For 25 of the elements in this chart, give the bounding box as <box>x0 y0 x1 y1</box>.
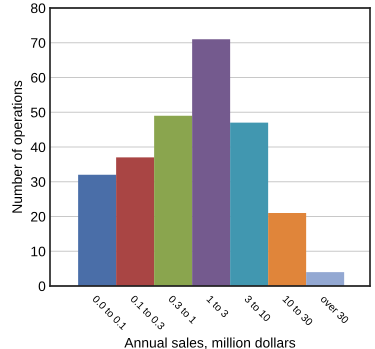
y-tick-label: 70 <box>31 38 46 48</box>
y-tick-label: 10 <box>31 246 46 256</box>
y-tick-label: 0 <box>38 281 46 292</box>
bar <box>230 122 268 286</box>
bar <box>78 174 116 286</box>
x-tick-label: 0.1 to 0.3 <box>130 294 166 330</box>
bar <box>268 213 306 286</box>
y-tick-label: 60 <box>31 72 46 83</box>
x-tick-label: 0.3 to 1 <box>168 294 198 324</box>
y-tick-label: 80 <box>30 3 46 14</box>
bar <box>192 39 230 286</box>
y-axis-title: Number of operations <box>12 80 25 213</box>
y-tick-label: 50 <box>30 108 46 118</box>
y-tick-label: 20 <box>31 212 46 222</box>
y-tick-label: 30 <box>30 177 46 187</box>
bar <box>154 116 192 286</box>
x-tick-label: over 30 <box>320 294 350 324</box>
y-tick-label: 40 <box>30 142 46 152</box>
x-axis-title: Annual sales, million dollars <box>124 337 296 349</box>
x-tick-label: 0.0 to 0.1 <box>92 294 128 330</box>
bar <box>116 157 154 286</box>
x-tick-label: 1 to 3 <box>206 295 230 318</box>
x-tick-label: 10 to 30 <box>282 295 314 326</box>
bar <box>306 272 344 286</box>
x-tick-label: 3 to 10 <box>244 294 272 322</box>
